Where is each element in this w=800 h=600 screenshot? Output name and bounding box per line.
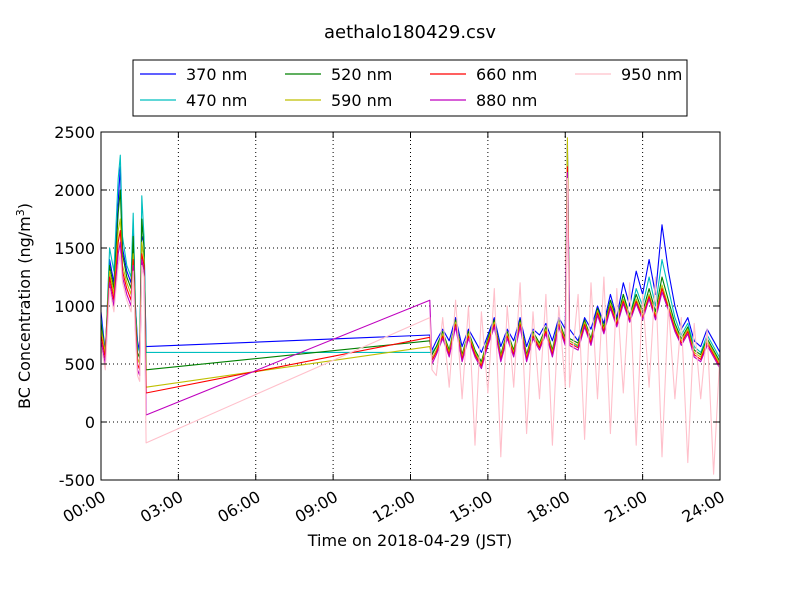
legend-label: 660 nm: [476, 65, 537, 84]
x-axis: 00:00 03:00 06:00 09:00 12:00 15:00 18:00 21:00…: [60, 132, 728, 527]
legend-label: 880 nm: [476, 91, 537, 110]
x-tick-label: 00:00: [60, 487, 109, 527]
legend-label: 590 nm: [331, 91, 392, 110]
legend-label: 370 nm: [186, 65, 247, 84]
y-tick-label: 0: [85, 413, 95, 432]
x-tick-label: 06:00: [214, 487, 263, 527]
x-tick-label: 21:00: [601, 487, 650, 527]
series-line-950-nm: [100, 177, 721, 475]
y-tick-label: 2000: [54, 181, 95, 200]
x-tick-label: 12:00: [369, 487, 418, 527]
legend: 370 nm 470 nm 520 nm 590 nm 660 nm 880 nm 950 …: [140, 65, 682, 110]
x-tick-label: 09:00: [292, 487, 341, 527]
legend-label: 520 nm: [331, 65, 392, 84]
y-axis-label: BC Concentration (ng/m3): [14, 203, 34, 409]
x-tick-label: 18:00: [524, 487, 573, 527]
y-tick-label: 500: [64, 355, 95, 374]
legend-label: 950 nm: [621, 65, 682, 84]
legend-label: 470 nm: [186, 91, 247, 110]
y-tick-label: 2500: [54, 123, 95, 142]
x-tick-label: 15:00: [446, 487, 495, 527]
series-group: [100, 137, 721, 475]
y-tick-label: 1000: [54, 297, 95, 316]
y-axis: 2500 2000 1500 1000 500 0 -500: [54, 123, 720, 490]
legend-box: [132, 59, 688, 117]
x-axis-label: Time on 2018-04-29 (JST): [307, 531, 512, 550]
y-tick-label: 1500: [54, 239, 95, 258]
x-tick-label: 03:00: [137, 487, 186, 527]
y-tick-label: -500: [59, 471, 95, 490]
x-tick-label: 24:00: [679, 487, 728, 527]
chart-title: aethalo180429.csv: [324, 22, 496, 43]
series-line-590-nm: [100, 137, 721, 388]
